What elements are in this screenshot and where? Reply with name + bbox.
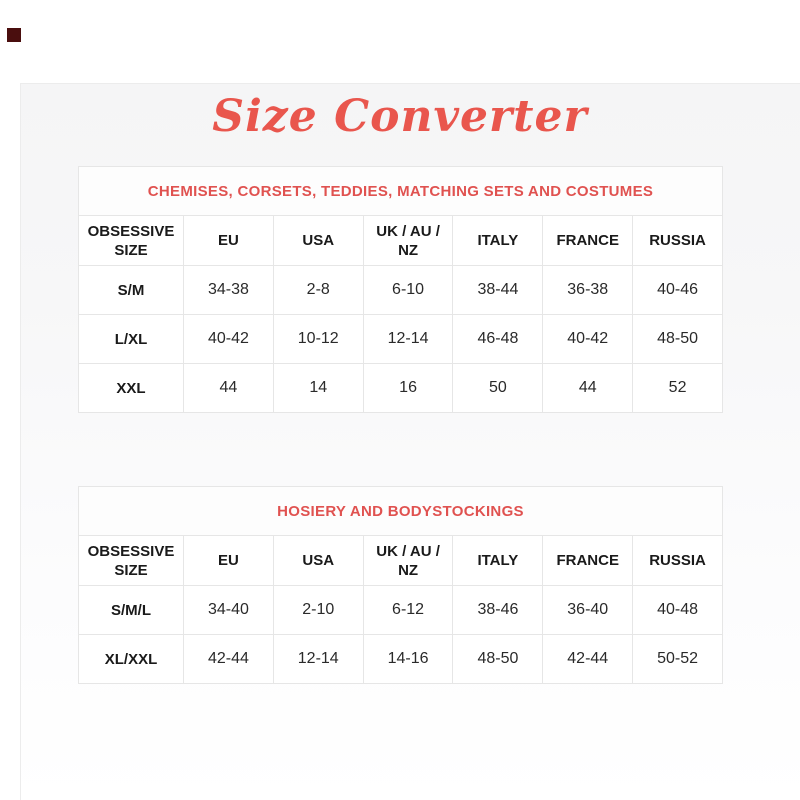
size-value: 10-12 [272, 314, 364, 364]
column-header: UK / AU / NZ [362, 215, 454, 266]
size-value: 40-42 [542, 314, 634, 364]
size-value: 50 [452, 363, 544, 413]
table-row: L/XL 40-42 10-12 12-14 46-48 40-42 48-50 [78, 314, 723, 364]
size-table-hosiery: HOSIERY AND BODYSTOCKINGS OBSESSIVE SIZE E… [78, 486, 723, 684]
size-label: S/M [78, 265, 184, 315]
size-value: 48-50 [632, 314, 723, 364]
size-value: 2-10 [272, 585, 364, 635]
size-label: S/M/L [78, 585, 184, 635]
page-title: Size Converter [212, 91, 588, 142]
size-value: 48-50 [452, 634, 544, 684]
size-value: 6-10 [362, 265, 454, 315]
column-header: FRANCE [542, 215, 634, 266]
column-header: RUSSIA [632, 215, 723, 266]
column-header: OBSESSIVE SIZE [78, 535, 184, 586]
size-label: L/XL [78, 314, 184, 364]
table-row: S/M 34-38 2-8 6-10 38-44 36-38 40-46 [78, 265, 723, 315]
size-label: XXL [78, 363, 184, 413]
size-label: XL/XXL [78, 634, 184, 684]
column-header: EU [183, 215, 274, 266]
column-header: EU [183, 535, 274, 586]
size-value: 12-14 [272, 634, 364, 684]
size-value: 36-40 [542, 585, 634, 635]
table-caption-row: CHEMISES, CORSETS, TEDDIES, MATCHING SET… [78, 166, 723, 216]
column-header: UK / AU / NZ [362, 535, 454, 586]
brand-mark-square [7, 28, 21, 42]
table-row: S/M/L 34-40 2-10 6-12 38-46 36-40 40-48 [78, 585, 723, 635]
table-row: XL/XXL 42-44 12-14 14-16 48-50 42-44 50-52 [78, 634, 723, 684]
size-value: 44 [542, 363, 634, 413]
size-value: 42-44 [183, 634, 274, 684]
table-row: XXL 44 14 16 50 44 52 [78, 363, 723, 413]
size-value: 34-40 [183, 585, 274, 635]
table-header-row: OBSESSIVE SIZE EU USA UK / AU / NZ ITALY FRAN… [78, 535, 723, 586]
size-value: 50-52 [632, 634, 723, 684]
size-value: 42-44 [542, 634, 634, 684]
table-caption-row: HOSIERY AND BODYSTOCKINGS [78, 486, 723, 536]
size-value: 14 [272, 363, 364, 413]
size-value: 38-44 [452, 265, 544, 315]
column-header: ITALY [452, 535, 544, 586]
size-value: 34-38 [183, 265, 274, 315]
size-value: 12-14 [362, 314, 454, 364]
table-header-row: OBSESSIVE SIZE EU USA UK / AU / NZ ITALY FRAN… [78, 215, 723, 266]
size-table-chemises: CHEMISES, CORSETS, TEDDIES, MATCHING SET… [78, 166, 723, 413]
size-value: 2-8 [272, 265, 364, 315]
size-value: 6-12 [362, 585, 454, 635]
column-header: USA [272, 535, 364, 586]
size-value: 40-46 [632, 265, 723, 315]
size-value: 36-38 [542, 265, 634, 315]
table-caption: HOSIERY AND BODYSTOCKINGS [78, 486, 723, 536]
size-value: 38-46 [452, 585, 544, 635]
size-value: 44 [183, 363, 274, 413]
size-value: 40-42 [183, 314, 274, 364]
column-header: FRANCE [542, 535, 634, 586]
column-header: RUSSIA [632, 535, 723, 586]
size-value: 40-48 [632, 585, 723, 635]
column-header: ITALY [452, 215, 544, 266]
size-value: 14-16 [362, 634, 454, 684]
size-value: 46-48 [452, 314, 544, 364]
table-caption: CHEMISES, CORSETS, TEDDIES, MATCHING SET… [78, 166, 723, 216]
size-value: 52 [632, 363, 723, 413]
column-header: USA [272, 215, 364, 266]
column-header: OBSESSIVE SIZE [78, 215, 184, 266]
size-value: 16 [362, 363, 454, 413]
